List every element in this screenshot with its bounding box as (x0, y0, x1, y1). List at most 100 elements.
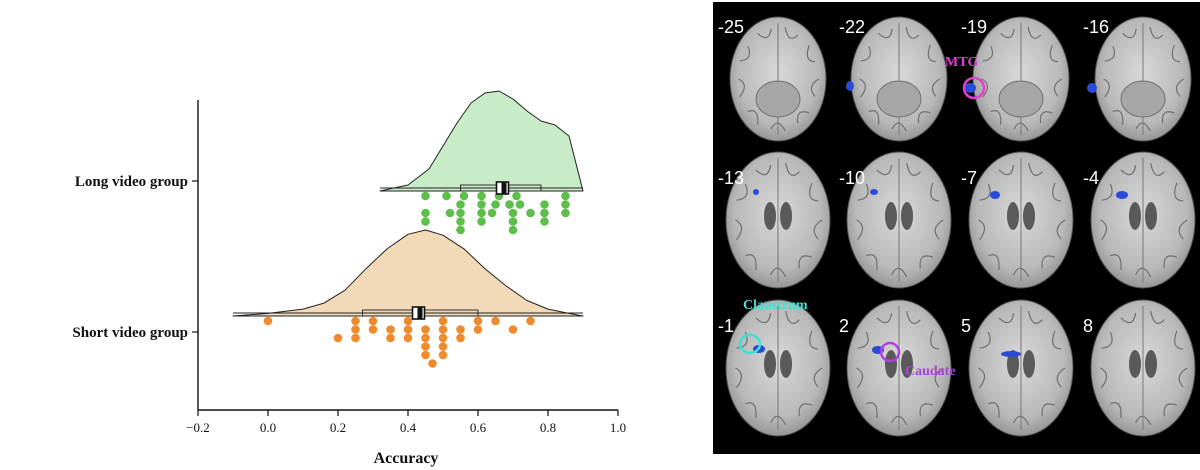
data-point (473, 325, 483, 334)
data-point (508, 225, 518, 235)
data-point (438, 350, 448, 360)
sulcus-line (1178, 367, 1188, 388)
data-point (473, 316, 483, 326)
data-point (438, 325, 448, 334)
data-point (508, 325, 518, 334)
sulcus-line (930, 330, 940, 350)
data-point (442, 191, 451, 201)
slice-label: -1 (718, 316, 734, 336)
data-points (263, 191, 570, 368)
sulcus-line (810, 78, 820, 97)
sulcus-line (856, 367, 864, 389)
data-point (263, 316, 273, 326)
data-point (386, 333, 395, 343)
data-point (421, 350, 430, 360)
sulcus-line (1163, 255, 1178, 269)
cerebellum (755, 80, 801, 118)
slice-label: -22 (839, 17, 865, 37)
activation-blob (1001, 351, 1021, 357)
sulcus-line (1053, 78, 1063, 97)
sulcus-line (1150, 310, 1165, 324)
sulcus-line (755, 165, 772, 176)
data-point (403, 316, 413, 326)
cerebellum (876, 80, 922, 118)
sulcus-line (859, 78, 866, 98)
brain-slice: -7 (961, 151, 1074, 289)
sulcus-line (798, 403, 813, 417)
sulcus-line (796, 111, 810, 124)
sulcus-line (990, 110, 1002, 125)
data-point (540, 208, 549, 218)
ventricle-right (1023, 202, 1035, 230)
x-tick-label: 0.4 (400, 420, 417, 435)
brain-slices-figure: -25 -22 -19 -16 -13 -10 -7 -4 -1 2 5 8 MTG Claustrum C… (718, 16, 1196, 437)
brain-slice: -10 (839, 151, 952, 289)
data-point (505, 200, 514, 209)
brain-slice: -25 (718, 16, 827, 142)
data-point (438, 342, 448, 351)
density-cloud (379, 90, 584, 192)
ventricle-left (1129, 350, 1141, 378)
sulcus-line (1100, 367, 1108, 389)
sulcus-line (735, 219, 743, 241)
data-point (508, 217, 518, 226)
slice-label: -10 (839, 168, 865, 188)
claustrum-label: Claustrum (743, 298, 808, 313)
sulcus-line (755, 313, 772, 324)
chart-axes: −0.2 0.0 0.2 0.4 0.6 0.8 1.0 (186, 100, 626, 435)
sulcus-line (1039, 111, 1053, 124)
sulcus-line (813, 219, 823, 240)
sulcus-line (1120, 313, 1137, 324)
sulcus-line (1103, 78, 1110, 98)
brain-slice: -19 (961, 16, 1070, 142)
data-point (526, 316, 535, 326)
sulcus-line (982, 46, 994, 62)
sulcus-line (1056, 219, 1066, 240)
claustrum-highlight-circle (738, 333, 762, 355)
sulcus-line (1163, 403, 1178, 417)
brain-slice: -1 (718, 299, 831, 437)
ventricle-left (764, 202, 776, 230)
sulcus-line (757, 28, 772, 39)
sulcus-line (979, 183, 991, 201)
data-point (561, 208, 570, 218)
activation-blob (964, 83, 976, 93)
data-point (403, 325, 413, 334)
activation-blob (753, 189, 759, 195)
sulcus-line (906, 310, 921, 324)
x-axis-title: Accuracy (374, 450, 439, 467)
slice-label: -16 (1083, 17, 1109, 37)
ventricle-left (1007, 202, 1019, 230)
cerebellum (1120, 80, 1166, 118)
activation-blob (1116, 191, 1128, 199)
data-point (421, 217, 430, 226)
ventricle-right (901, 202, 913, 230)
data-point (526, 208, 535, 218)
box-plots (233, 181, 583, 320)
sulcus-line (1174, 330, 1184, 350)
ventricle-left (764, 350, 776, 378)
activation-blob (1087, 83, 1097, 93)
ventricle-right (901, 350, 913, 378)
sulcus-line (906, 162, 921, 176)
data-point (438, 316, 448, 326)
group-labels: Long video group Short video group (72, 174, 198, 341)
data-point (512, 191, 521, 201)
sulcus-line (1101, 331, 1113, 349)
sulcus-line (1122, 28, 1137, 39)
mtg-highlight-circle (962, 76, 986, 100)
slice-label: -25 (718, 17, 744, 37)
sulcus-line (1052, 182, 1062, 202)
caudate-label: Caudate (905, 364, 956, 379)
sulcus-line (857, 331, 869, 349)
caudate-highlight-circle (879, 341, 901, 363)
data-point (561, 191, 570, 201)
sulcus-line (866, 402, 878, 419)
sulcus-line (988, 254, 1000, 271)
sulcus-line (1028, 162, 1043, 176)
brain-slice: -13 (718, 151, 831, 289)
sulcus-line (739, 46, 751, 62)
y-tick-label: Long video group (75, 174, 188, 190)
sulcus-line (745, 254, 757, 271)
sulcus-line (927, 44, 937, 63)
